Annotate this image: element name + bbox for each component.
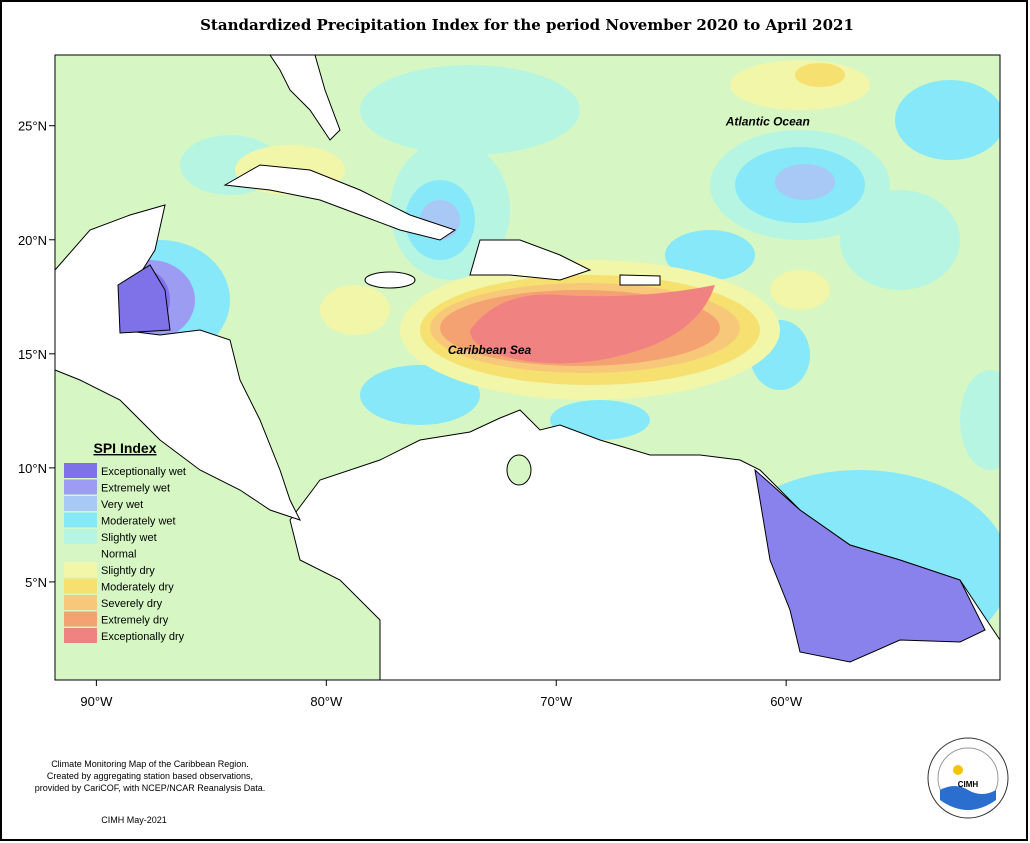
legend-swatch xyxy=(64,512,97,528)
legend-label: Extremely wet xyxy=(101,483,170,495)
footer-line: Climate Monitoring Map of the Caribbean … xyxy=(51,759,249,769)
legend-swatch xyxy=(64,595,97,610)
map-title: Standardized Precipitation Index for the… xyxy=(200,16,854,34)
legend-swatch xyxy=(64,479,97,495)
map-border xyxy=(54,54,1001,681)
y-tick-label: 5°N xyxy=(25,575,47,590)
legend-swatch xyxy=(64,463,97,478)
x-tick-label: 60°W xyxy=(770,694,803,709)
x-tick-label: 90°W xyxy=(80,694,113,709)
legend-title: SPI Index xyxy=(93,440,156,456)
legend-label: Extremely dry xyxy=(101,615,169,627)
place-label: Atlantic Ocean xyxy=(725,115,810,129)
legend-swatch xyxy=(64,578,97,594)
footer: Climate Monitoring Map of the Caribbean … xyxy=(35,759,266,825)
footer-line: Created by aggregating station based obs… xyxy=(47,771,253,781)
legend-label: Slightly wet xyxy=(101,532,157,544)
legend-swatch xyxy=(64,496,97,511)
legend-swatch xyxy=(64,529,97,544)
y-tick-label: 15°N xyxy=(18,347,47,362)
legend-label: Normal xyxy=(101,549,136,561)
logo-text: CIMH xyxy=(958,780,979,789)
place-label: Caribbean Sea xyxy=(448,343,532,357)
legend-swatch xyxy=(64,545,97,561)
legend-label: Very wet xyxy=(101,499,143,511)
x-tick-label: 70°W xyxy=(540,694,573,709)
legend-swatch xyxy=(64,628,97,643)
logo: CIMH xyxy=(927,737,1009,819)
footer-line: provided by CariCOF, with NCEP/NCAR Rean… xyxy=(35,783,266,793)
legend-label: Exceptionally wet xyxy=(101,466,186,478)
y-tick-label: 10°N xyxy=(18,461,47,476)
legend: SPI Index Exceptionally wet Extremely wet V… xyxy=(64,440,186,643)
legend-swatch xyxy=(64,611,97,627)
x-tick-label: 80°W xyxy=(310,694,343,709)
legend-swatch xyxy=(64,562,97,577)
land xyxy=(54,54,1001,681)
y-tick-label: 20°N xyxy=(18,233,47,248)
legend-label: Moderately dry xyxy=(101,582,174,594)
legend-label: Severely dry xyxy=(101,598,163,610)
footer-date: CIMH May-2021 xyxy=(101,815,167,825)
legend-label: Moderately wet xyxy=(101,516,176,528)
legend-label: Slightly dry xyxy=(101,565,155,577)
y-tick-label: 25°N xyxy=(18,119,47,134)
legend-label: Exceptionally dry xyxy=(101,631,185,643)
